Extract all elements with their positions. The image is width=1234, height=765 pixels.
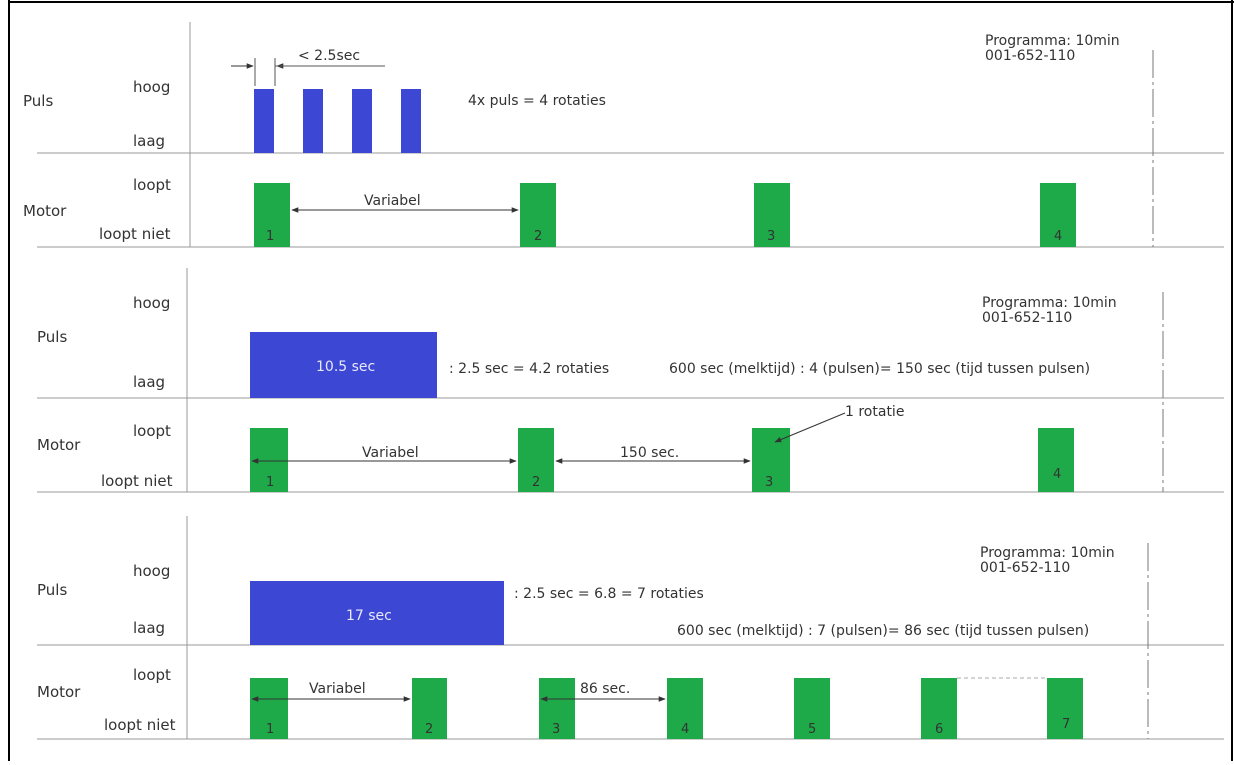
- code-label: 001-652-110: [980, 560, 1070, 576]
- laag-label: laag: [133, 619, 165, 637]
- motor-number-1: 1: [266, 722, 274, 737]
- motor-number-3: 3: [552, 722, 560, 737]
- motor-run-1: [250, 678, 288, 739]
- formula-note: 600 sec (melktijd) : 7 (pulsen)= 86 sec …: [677, 623, 1089, 639]
- loopt-label: loopt: [133, 176, 171, 194]
- pulse-width-note: < 2.5sec: [298, 48, 360, 64]
- motor-number-1: 1: [266, 475, 274, 490]
- pulse-duration-label: 10.5 sec: [316, 359, 375, 375]
- motor-number-6: 6: [935, 722, 943, 737]
- programma-label: Programma: 10min: [985, 33, 1120, 49]
- puls-label: Puls: [37, 328, 67, 346]
- motor-run-1: [254, 183, 290, 247]
- motor-label: Motor: [37, 683, 81, 701]
- interval-label: 150 sec.: [620, 445, 679, 461]
- motor-number-4: 4: [1053, 467, 1061, 482]
- motor-number-2: 2: [534, 229, 542, 244]
- puls-label: Puls: [37, 581, 67, 599]
- programma-label: Programma: 10min: [980, 545, 1115, 561]
- panel-1: Puls hoog laag Motor loopt loopt niet Pr…: [23, 22, 1224, 248]
- pulse-block: [250, 332, 437, 398]
- motor-number-4: 4: [1054, 229, 1062, 244]
- loopt-label: loopt: [133, 422, 171, 440]
- programma-label: Programma: 10min: [982, 295, 1117, 311]
- motor-run-2: [518, 428, 554, 492]
- laag-label: laag: [133, 373, 165, 391]
- loopt-label: loopt: [133, 666, 171, 684]
- hoog-label: hoog: [133, 294, 170, 312]
- motor-number-4: 4: [681, 722, 689, 737]
- motor-number-1: 1: [266, 229, 274, 244]
- motor-run-4: [1038, 428, 1074, 492]
- motor-number-7: 7: [1062, 717, 1070, 732]
- pulse-2: [303, 89, 323, 153]
- panel-3: hoog Puls laag loopt Motor loopt niet Pr…: [37, 516, 1224, 740]
- hoog-label: hoog: [133, 562, 170, 580]
- motor-run-5: [794, 678, 830, 739]
- motor-label: Motor: [23, 202, 67, 220]
- code-label: 001-652-110: [985, 48, 1075, 64]
- motor-number-2: 2: [425, 722, 433, 737]
- pulse-4: [401, 89, 421, 153]
- puls-label: Puls: [23, 92, 53, 110]
- rotatie-callout-arrow: [774, 412, 846, 443]
- motor-run-3: [754, 183, 790, 247]
- rotatie-callout: 1 rotatie: [845, 404, 904, 420]
- hoog-label: hoog: [133, 78, 170, 96]
- motor-run-7: [1047, 678, 1083, 739]
- pulse-3: [352, 89, 372, 153]
- motor-run-3: [539, 678, 575, 739]
- pulse-block: [250, 581, 504, 645]
- calc-note: : 2.5 sec = 4.2 rotaties: [449, 361, 609, 377]
- panel-2: hoog Puls laag loopt Motor loopt niet Pr…: [37, 268, 1224, 493]
- laag-label: laag: [133, 132, 165, 150]
- motor-label: Motor: [37, 436, 81, 454]
- variabel-label: Variabel: [364, 193, 421, 209]
- formula-note: 600 sec (melktijd) : 4 (pulsen)= 150 sec…: [669, 361, 1090, 377]
- motor-number-5: 5: [808, 722, 816, 737]
- code-label: 001-652-110: [982, 310, 1072, 326]
- motor-run-2: [520, 183, 556, 247]
- motor-run-6: [921, 678, 957, 739]
- loopt-niet-label: loopt niet: [101, 472, 173, 490]
- motor-number-3: 3: [765, 475, 773, 490]
- loopt-niet-label: loopt niet: [104, 716, 176, 734]
- pulse-note: 4x puls = 4 rotaties: [468, 93, 606, 109]
- variabel-label: Variabel: [362, 445, 419, 461]
- calc-note: : 2.5 sec = 6.8 = 7 rotaties: [514, 586, 704, 602]
- motor-run-4: [667, 678, 703, 739]
- pulse-1: [254, 89, 274, 153]
- motor-number-2: 2: [532, 475, 540, 490]
- motor-run-2: [412, 678, 447, 739]
- interval-label: 86 sec.: [580, 681, 630, 697]
- loopt-niet-label: loopt niet: [99, 225, 171, 243]
- motor-run-4: [1040, 183, 1076, 247]
- pulse-duration-label: 17 sec: [346, 608, 392, 624]
- motor-number-3: 3: [767, 229, 775, 244]
- variabel-label: Variabel: [309, 681, 366, 697]
